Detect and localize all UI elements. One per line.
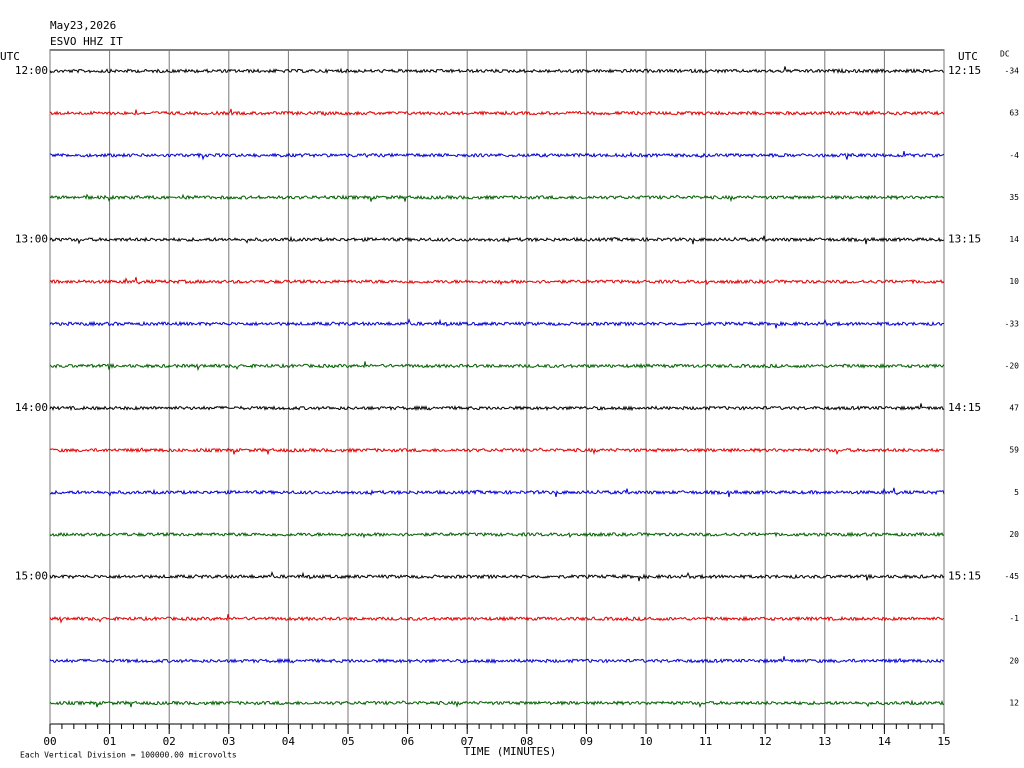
- dc-offset: -20: [1005, 361, 1020, 370]
- trace: [49, 531, 945, 539]
- left-axis-label: UTC: [0, 50, 20, 63]
- x-tick-label: 00: [43, 735, 56, 748]
- trace: [49, 447, 945, 456]
- x-tick-label: 09: [580, 735, 593, 748]
- dc-offset: 35: [1009, 193, 1019, 202]
- right-axis-label: UTC: [958, 50, 978, 63]
- row-start-time: 12:00: [15, 64, 48, 77]
- dc-offset: 63: [1009, 109, 1019, 118]
- row-end-time: 14:15: [948, 401, 981, 414]
- dc-offset: -1: [1009, 614, 1019, 623]
- dc-offset: -33: [1005, 319, 1020, 328]
- plot-frame: [49, 49, 945, 725]
- x-tick-label: 15: [937, 735, 950, 748]
- x-tick-label: 06: [401, 735, 414, 748]
- row-end-time: 12:15: [948, 64, 981, 77]
- x-tick-label: 13: [818, 735, 831, 748]
- trace: [49, 570, 945, 582]
- dc-offset: 20: [1009, 530, 1019, 539]
- row-start-time: 14:00: [15, 401, 48, 414]
- x-tick-label: 12: [759, 735, 772, 748]
- row-end-time: 13:15: [948, 233, 981, 246]
- trace: [49, 276, 945, 286]
- dc-label: DC: [1000, 50, 1010, 59]
- trace: [49, 361, 945, 372]
- dc-offset: 14: [1009, 235, 1019, 244]
- dc-offset: 47: [1009, 404, 1019, 413]
- footnote: Each Vertical Division = 100000.00 micro…: [20, 751, 237, 760]
- dc-offset: 59: [1009, 446, 1019, 455]
- dc-offset: 10: [1009, 277, 1019, 286]
- dc-offset: -45: [1005, 572, 1020, 581]
- chart-subtitle: ESVO HHZ IT: [50, 35, 123, 48]
- x-axis-label: TIME (MINUTES): [464, 745, 557, 758]
- dc-offset: 5: [1014, 488, 1019, 497]
- trace: [49, 699, 945, 708]
- trace: [49, 487, 945, 498]
- x-tick-label: 03: [222, 735, 235, 748]
- row-start-time: 13:00: [15, 233, 48, 246]
- trace: [49, 151, 945, 161]
- dc-offset: 20: [1009, 656, 1019, 665]
- trace: [49, 235, 945, 245]
- x-tick-label: 10: [639, 735, 652, 748]
- trace: [49, 66, 945, 75]
- row-end-time: 15:15: [948, 570, 981, 583]
- chart-title: May23,2026: [50, 19, 116, 32]
- row-start-time: 15:00: [15, 570, 48, 583]
- dc-offset: -34: [1005, 67, 1020, 76]
- x-tick-label: 14: [878, 735, 892, 748]
- dc-offset: 12: [1009, 699, 1019, 708]
- x-tick-label: 07: [461, 735, 474, 748]
- x-tick-label: 01: [103, 735, 116, 748]
- trace: [49, 193, 945, 203]
- trace: [49, 318, 944, 329]
- trace: [49, 613, 945, 624]
- x-tick-label: 11: [699, 735, 712, 748]
- x-tick-label: 02: [163, 735, 176, 748]
- x-tick-label: 08: [520, 735, 533, 748]
- x-tick-label: 05: [341, 735, 354, 748]
- trace: [49, 108, 945, 117]
- trace: [49, 403, 945, 412]
- x-tick-label: 04: [282, 735, 296, 748]
- dc-offset: -4: [1009, 151, 1019, 160]
- trace: [49, 656, 945, 665]
